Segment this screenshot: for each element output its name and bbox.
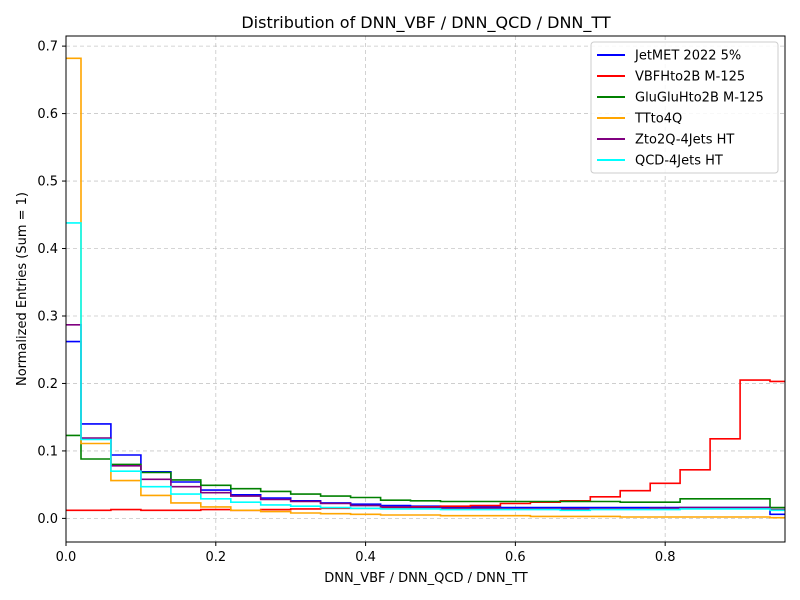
- legend-label: QCD-4Jets HT: [635, 154, 723, 169]
- y-tick-label: 0.0: [37, 512, 58, 527]
- series-line-3: [66, 434, 785, 509]
- legend-label: JetMET 2022 5%: [634, 49, 741, 64]
- legend-label: GluGluHto2B M-125: [635, 91, 764, 106]
- y-tick-label: 0.5: [37, 175, 58, 190]
- legend-label: TTto4Q: [634, 112, 682, 127]
- series-line-5: [66, 324, 785, 511]
- series-lines: [66, 57, 785, 519]
- y-tick-label: 0.1: [37, 444, 58, 459]
- legend: JetMET 2022 5% VBFHto2B M-125 GluGluHto2B …: [590, 41, 779, 174]
- y-axis-label: Normalized Entries (Sum = 1): [15, 192, 30, 386]
- legend-label: Zto2Q-4Jets HT: [635, 133, 734, 148]
- legend-items: JetMET 2022 5% VBFHto2B M-125 GluGluHto2B …: [597, 49, 764, 169]
- legend-label: VBFHto2B M-125: [635, 70, 745, 85]
- y-tick-label: 0.2: [37, 377, 58, 392]
- grid-lines: [65, 36, 785, 542]
- x-tick-label: 0.0: [56, 550, 77, 565]
- series-line-4: [66, 57, 785, 519]
- y-tick-label: 0.6: [37, 107, 58, 122]
- legend-box: [590, 41, 779, 174]
- axis-ticks: 0.0 0.2 0.4 0.6 0.8 0.0 0.1 0.2 0.3 0.4 0.5 0.6 0.7: [37, 40, 675, 565]
- x-tick-label: 0.2: [205, 550, 226, 565]
- y-tick-label: 0.4: [37, 242, 58, 257]
- x-tick-label: 0.6: [505, 550, 526, 565]
- x-tick-label: 0.8: [655, 550, 676, 565]
- series-line-6: [66, 222, 785, 512]
- series-line-2: [66, 379, 785, 512]
- y-tick-label: 0.3: [37, 309, 58, 324]
- chart-title: Distribution of DNN_VBF / DNN_QCD / DNN_…: [241, 13, 611, 33]
- x-axis-label: DNN_VBF / DNN_QCD / DNN_TT: [324, 571, 527, 586]
- x-tick-label: 0.4: [355, 550, 376, 565]
- y-tick-label: 0.7: [37, 40, 58, 55]
- plot-frame: [65, 35, 786, 543]
